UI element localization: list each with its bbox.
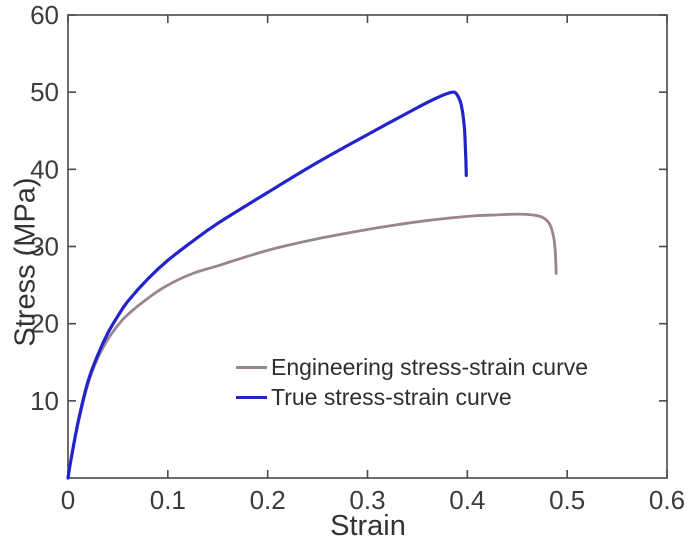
- y-tick-label: 10: [30, 386, 59, 416]
- legend-line-sample-engineering: [236, 365, 267, 369]
- y-tick-label: 50: [30, 77, 59, 107]
- legend-label-engineering: Engineering stress-strain curve: [271, 353, 589, 380]
- series-line-true: [66, 90, 468, 480]
- y-axis-title: Stress (MPa): [9, 177, 42, 347]
- x-tick-label: 0.3: [349, 485, 385, 515]
- y-tick-label: 40: [30, 154, 59, 184]
- legend-item-engineering: Engineering stress-strain curve: [236, 352, 588, 382]
- x-axis-title: Strain: [330, 510, 406, 542]
- y-tick-label: 20: [30, 309, 59, 339]
- legend: Engineering stress-strain curve True str…: [236, 352, 588, 412]
- x-tick-label: 0: [61, 485, 75, 515]
- legend-label-true: True stress-strain curve: [271, 383, 512, 410]
- x-tick-label: 0.2: [250, 485, 286, 515]
- y-tick-label: 30: [30, 232, 59, 262]
- legend-line-sample-true: [236, 395, 267, 399]
- series-line-engineering: [66, 212, 558, 480]
- x-tick-label: 0.4: [449, 485, 485, 515]
- x-tick-label: 0.6: [649, 485, 685, 515]
- y-tick-label: 60: [30, 0, 59, 30]
- x-tick-label: 0.1: [150, 485, 186, 515]
- x-tick-label: 0.5: [549, 485, 585, 515]
- legend-item-true: True stress-strain curve: [236, 382, 588, 412]
